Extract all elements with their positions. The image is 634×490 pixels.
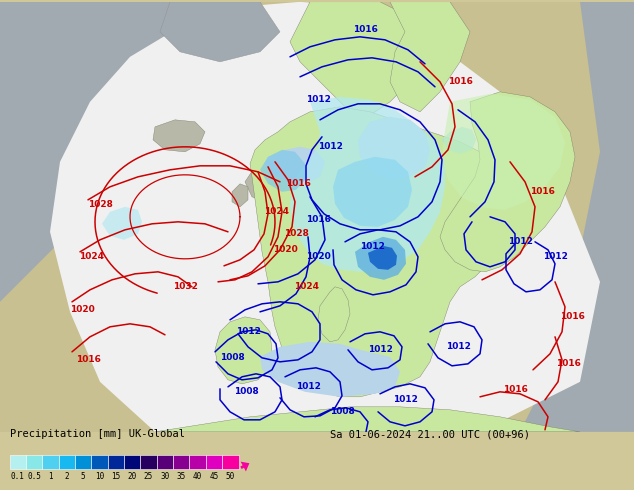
- Polygon shape: [440, 92, 575, 272]
- Polygon shape: [442, 127, 476, 154]
- Text: 1020: 1020: [70, 305, 94, 314]
- Polygon shape: [155, 407, 580, 432]
- Text: 1008: 1008: [330, 407, 354, 416]
- Polygon shape: [0, 2, 200, 432]
- Text: 40: 40: [193, 471, 202, 481]
- Text: 45: 45: [209, 471, 219, 481]
- Polygon shape: [264, 147, 325, 184]
- Polygon shape: [290, 2, 430, 122]
- Text: 1012: 1012: [236, 327, 261, 336]
- Text: 1016: 1016: [503, 385, 527, 394]
- Polygon shape: [0, 2, 634, 432]
- Text: 1016: 1016: [285, 179, 311, 188]
- Bar: [91, 455, 108, 469]
- Text: 5: 5: [81, 471, 86, 481]
- Text: 1028: 1028: [283, 229, 308, 238]
- Text: 1012: 1012: [306, 96, 330, 104]
- Polygon shape: [368, 246, 397, 270]
- Bar: [157, 455, 173, 469]
- Bar: [140, 455, 157, 469]
- Text: 1012: 1012: [446, 343, 470, 351]
- Polygon shape: [245, 162, 282, 202]
- Text: Sa 01-06-2024 21..00 UTC (00+96): Sa 01-06-2024 21..00 UTC (00+96): [330, 429, 529, 439]
- Bar: [26, 455, 42, 469]
- Polygon shape: [215, 317, 272, 384]
- Text: 1016: 1016: [529, 187, 555, 196]
- Text: 0.1: 0.1: [11, 471, 25, 481]
- Polygon shape: [102, 207, 142, 240]
- Text: 1016: 1016: [560, 312, 585, 321]
- Polygon shape: [232, 184, 248, 207]
- Text: 20: 20: [127, 471, 137, 481]
- Polygon shape: [390, 2, 470, 112]
- Bar: [222, 455, 238, 469]
- Bar: [190, 455, 206, 469]
- Text: 30: 30: [160, 471, 169, 481]
- Polygon shape: [153, 120, 205, 152]
- Text: 50: 50: [226, 471, 235, 481]
- Text: 1008: 1008: [233, 387, 259, 396]
- Bar: [75, 455, 91, 469]
- Bar: [108, 455, 124, 469]
- Text: 10: 10: [95, 471, 104, 481]
- Polygon shape: [290, 97, 445, 272]
- Text: 1012: 1012: [318, 142, 342, 151]
- Text: Precipitation [mm] UK-Global: Precipitation [mm] UK-Global: [10, 429, 184, 439]
- Text: 1012: 1012: [508, 237, 533, 246]
- Text: 1032: 1032: [172, 282, 197, 292]
- Text: 25: 25: [144, 471, 153, 481]
- Text: 15: 15: [111, 471, 120, 481]
- Polygon shape: [250, 107, 520, 397]
- Bar: [10, 455, 26, 469]
- Text: 1012: 1012: [359, 243, 384, 251]
- Polygon shape: [160, 2, 280, 62]
- Polygon shape: [333, 157, 412, 227]
- Text: 1028: 1028: [87, 200, 112, 209]
- Bar: [206, 455, 222, 469]
- Text: 2: 2: [65, 471, 69, 481]
- Polygon shape: [358, 117, 430, 180]
- Text: 1016: 1016: [555, 359, 581, 368]
- Text: 1008: 1008: [219, 353, 244, 362]
- Text: 1016: 1016: [448, 77, 472, 86]
- Polygon shape: [50, 2, 600, 432]
- Polygon shape: [260, 150, 305, 192]
- Bar: [124, 455, 140, 469]
- Text: 1024: 1024: [264, 207, 290, 216]
- Bar: [173, 455, 190, 469]
- Polygon shape: [318, 287, 350, 342]
- Text: 1012: 1012: [295, 382, 320, 392]
- Polygon shape: [442, 94, 565, 210]
- Polygon shape: [520, 2, 634, 432]
- Text: 35: 35: [177, 471, 186, 481]
- Text: 1016: 1016: [306, 215, 330, 224]
- Text: 1012: 1012: [392, 395, 417, 404]
- Text: 1016: 1016: [353, 25, 377, 34]
- Text: 1020: 1020: [273, 245, 297, 254]
- Text: 1012: 1012: [368, 345, 392, 354]
- Text: 1024: 1024: [79, 252, 105, 261]
- Bar: [42, 455, 58, 469]
- Polygon shape: [260, 342, 400, 397]
- Text: 1020: 1020: [306, 252, 330, 261]
- Text: 0.5: 0.5: [27, 471, 41, 481]
- Text: 1024: 1024: [295, 282, 320, 292]
- Polygon shape: [355, 237, 406, 280]
- Bar: [58, 455, 75, 469]
- Text: 1: 1: [48, 471, 53, 481]
- Text: 1016: 1016: [75, 355, 100, 365]
- Text: 1012: 1012: [543, 252, 567, 261]
